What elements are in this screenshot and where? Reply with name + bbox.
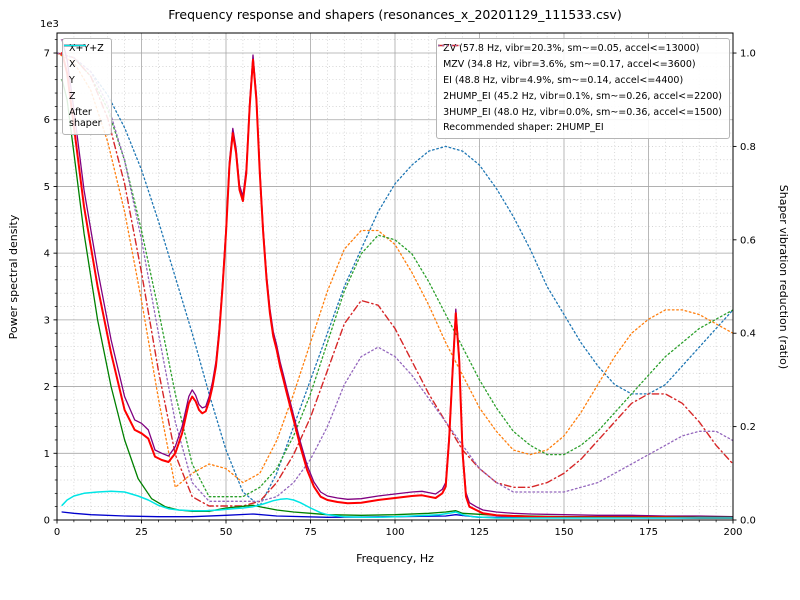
legend-entry: 2HUMP_EI (45.2 Hz, vibr=0.1%, sm~=0.26, … (438, 44, 722, 103)
axes-layer: 0 25 50 75 100 125 150 175 200 0 1 2 3 4 5 6 7 0.0 0.2 0.4 0… (44, 32, 756, 538)
legend-entry-label: EI (48.8 Hz, vibr=4.9%, sm~=0.14, accel<… (443, 74, 684, 86)
y-right-tick-label: 1.0 (740, 49, 756, 60)
legend-entry-label: After shaper (69, 106, 102, 130)
y-left-tick-label: 5 (44, 182, 50, 193)
y-axis-offset-text: 1e3 (40, 19, 59, 30)
legend-entry: EI (48.8 Hz, vibr=4.9%, sm~=0.14, accel<… (438, 44, 722, 87)
y-axis-label-right: Shaper vibration reduction (ratio) (777, 185, 790, 369)
legend-line-sample (64, 44, 86, 47)
legend-entry: Recommended shaper: 2HUMP_EI (443, 122, 722, 134)
chart-title: Frequency response and shapers (resonanc… (168, 7, 621, 22)
legend-entry: ZV (57.8 Hz, vibr=20.3%, sm~=0.05, accel… (438, 43, 722, 55)
series-line-2hump_ei (57, 52, 733, 507)
legend-entry-label: X (69, 58, 76, 70)
x-tick-label: 125 (470, 527, 489, 538)
data-series-layer (57, 39, 733, 519)
series-line-x (61, 52, 733, 519)
y-left-tick-label: 3 (44, 315, 50, 326)
x-tick-label: 75 (304, 527, 317, 538)
x-tick-label: 0 (54, 527, 60, 538)
legend-entry-label: X+Y+Z (69, 43, 104, 54)
y-left-tick-label: 4 (44, 249, 50, 260)
series-line-3hump_ei (57, 52, 733, 502)
series-line-ei (57, 52, 733, 498)
legend-psd: X+Y+Z X Y Z After shaper (62, 38, 112, 136)
y-left-tick-label: 6 (44, 115, 50, 126)
x-tick-label: 175 (639, 527, 658, 538)
x-axis-label: Frequency, Hz (356, 552, 434, 565)
y-left-tick-label: 1 (44, 449, 50, 460)
series-line-zv (57, 52, 733, 507)
series-line-after (61, 490, 733, 519)
legend-entry: After shaper (64, 44, 104, 131)
x-tick-label: 150 (554, 527, 573, 538)
legend-entry: Z (64, 44, 104, 103)
y-right-tick-label: 0.6 (740, 235, 756, 246)
legend-entry-label: ZV (57.8 Hz, vibr=20.3%, sm~=0.05, accel… (443, 43, 700, 54)
x-tick-label: 100 (385, 527, 404, 538)
legend-entry-label: Recommended shaper: 2HUMP_EI (443, 122, 604, 134)
legend-entry-label: 2HUMP_EI (45.2 Hz, vibr=0.1%, sm~=0.26, … (443, 90, 722, 102)
y-left-tick-label: 0 (44, 516, 50, 527)
y-left-tick-label: 7 (44, 49, 50, 60)
x-tick-label: 25 (135, 527, 148, 538)
legend-entry: 3HUMP_EI (48.0 Hz, vibr=0.0%, sm~=0.36, … (438, 44, 722, 119)
y-right-tick-label: 0.8 (740, 142, 756, 153)
y-right-tick-label: 0.0 (740, 516, 756, 527)
legend-line-sample (438, 44, 461, 47)
series-line-y (61, 79, 733, 518)
y-left-tick-label: 2 (44, 382, 50, 393)
legend-entry-label: Z (69, 90, 76, 102)
series-line-mzv (57, 52, 733, 488)
legend-shapers: ZV (57.8 Hz, vibr=20.3%, sm~=0.05, accel… (436, 38, 730, 140)
x-tick-label: 200 (723, 527, 742, 538)
x-tick-label: 50 (220, 527, 233, 538)
y-axis-label-left: Power spectral density (7, 214, 20, 339)
legend-entry-label: Y (69, 74, 75, 86)
legend-entry: MZV (34.8 Hz, vibr=3.6%, sm~=0.17, accel… (438, 44, 722, 71)
legend-entry-label: MZV (34.8 Hz, vibr=3.6%, sm~=0.17, accel… (443, 58, 696, 70)
legend-entry-label: 3HUMP_EI (48.0 Hz, vibr=0.0%, sm~=0.36, … (443, 106, 722, 118)
legend-entry: Y (64, 44, 104, 87)
y-right-tick-label: 0.4 (740, 329, 756, 340)
legend-entry: X (64, 44, 104, 71)
y-right-tick-label: 0.2 (740, 422, 756, 433)
